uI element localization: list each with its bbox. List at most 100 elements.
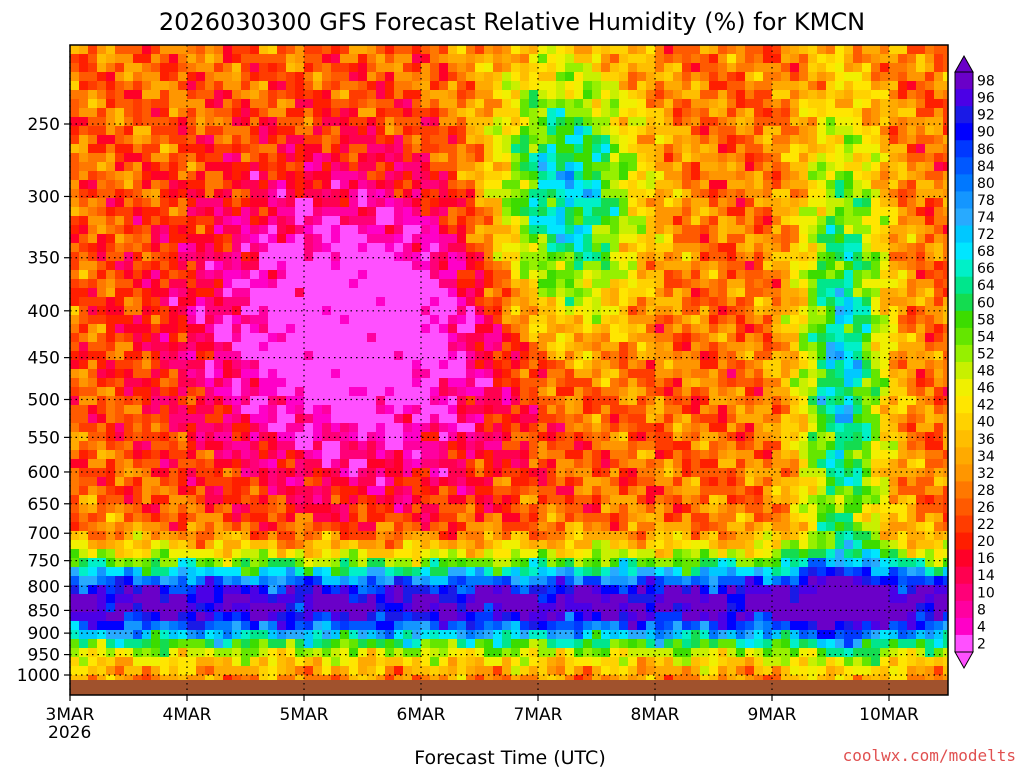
- heatmap-cell: [412, 162, 422, 172]
- heatmap-cell: [736, 405, 746, 415]
- heatmap-cell: [169, 108, 179, 118]
- heatmap-cell: [799, 486, 809, 496]
- heatmap-cell: [565, 459, 575, 469]
- heatmap-cell: [772, 171, 782, 181]
- heatmap-cell: [151, 315, 161, 325]
- heatmap-cell: [268, 45, 278, 55]
- heatmap-cell: [664, 261, 674, 271]
- heatmap-cell: [97, 360, 107, 370]
- heatmap-cell: [295, 189, 305, 199]
- heatmap-cell: [610, 279, 620, 289]
- heatmap-cell: [889, 495, 899, 505]
- heatmap-cell: [835, 324, 845, 334]
- heatmap-cell: [106, 153, 116, 163]
- heatmap-cell: [502, 216, 512, 226]
- heatmap-cell: [745, 486, 755, 496]
- heatmap-cell: [88, 90, 98, 100]
- heatmap-cell: [484, 396, 494, 406]
- heatmap-cell: [745, 405, 755, 415]
- heatmap-cell: [853, 405, 863, 415]
- heatmap-cell: [736, 99, 746, 109]
- heatmap-cell: [682, 126, 692, 136]
- heatmap-cell: [700, 90, 710, 100]
- heatmap-cell: [124, 216, 134, 226]
- heatmap-cell: [763, 288, 773, 298]
- heatmap-cell: [223, 162, 233, 172]
- heatmap-cell: [169, 342, 179, 352]
- heatmap-cell: [511, 441, 521, 451]
- heatmap-cell: [349, 477, 359, 487]
- heatmap-cell: [862, 477, 872, 487]
- heatmap-cell: [349, 486, 359, 496]
- heatmap-cell: [142, 270, 152, 280]
- heatmap-cell: [97, 369, 107, 379]
- heatmap-cell: [160, 207, 170, 217]
- heatmap-cell: [583, 297, 593, 307]
- heatmap-cell: [268, 387, 278, 397]
- heatmap-cell: [250, 324, 260, 334]
- heatmap-cell: [277, 90, 287, 100]
- heatmap-cell: [412, 486, 422, 496]
- heatmap-cell: [907, 216, 917, 226]
- heatmap-cell: [628, 270, 638, 280]
- heatmap-cell: [232, 423, 242, 433]
- heatmap-cell: [943, 324, 949, 334]
- heatmap-cell: [628, 477, 638, 487]
- heatmap-cell: [322, 486, 332, 496]
- heatmap-cell: [871, 180, 881, 190]
- heatmap-cell: [889, 63, 899, 73]
- heatmap-cell: [88, 297, 98, 307]
- heatmap-cell: [574, 108, 584, 118]
- heatmap-cell: [745, 198, 755, 208]
- heatmap-cell: [412, 270, 422, 280]
- heatmap-cell: [529, 495, 539, 505]
- heatmap-cell: [448, 144, 458, 154]
- heatmap-cell: [745, 261, 755, 271]
- heatmap-cell: [439, 117, 449, 127]
- heatmap-cell: [313, 90, 323, 100]
- heatmap-cell: [331, 405, 341, 415]
- heatmap-cell: [421, 306, 431, 316]
- heatmap-cell: [547, 252, 557, 262]
- heatmap-cell: [898, 279, 908, 289]
- heatmap-cell: [583, 171, 593, 181]
- heatmap-cell: [484, 486, 494, 496]
- heatmap-cell: [709, 378, 719, 388]
- heatmap-cell: [493, 153, 503, 163]
- heatmap-cell: [70, 135, 80, 145]
- heatmap-cell: [943, 180, 949, 190]
- heatmap-cell: [241, 99, 251, 109]
- heatmap-cell: [106, 459, 116, 469]
- heatmap-cell: [637, 144, 647, 154]
- heatmap-cell: [619, 342, 629, 352]
- heatmap-cell: [268, 333, 278, 343]
- heatmap-cell: [727, 288, 737, 298]
- heatmap-cell: [313, 468, 323, 478]
- heatmap-cell: [151, 396, 161, 406]
- heatmap-cell: [142, 189, 152, 199]
- heatmap-cell: [268, 288, 278, 298]
- heatmap-cell: [268, 198, 278, 208]
- heatmap-cell: [763, 225, 773, 235]
- heatmap-cell: [709, 414, 719, 424]
- heatmap-cell: [862, 225, 872, 235]
- heatmap-cell: [232, 405, 242, 415]
- heatmap-cell: [142, 486, 152, 496]
- heatmap-cell: [673, 207, 683, 217]
- heatmap-cell: [745, 477, 755, 487]
- heatmap-cell: [520, 207, 530, 217]
- heatmap-cell: [187, 369, 197, 379]
- heatmap-cell: [673, 279, 683, 289]
- heatmap-cell: [583, 153, 593, 163]
- heatmap-cell: [349, 135, 359, 145]
- heatmap-cell: [655, 324, 665, 334]
- heatmap-cell: [403, 144, 413, 154]
- heatmap-cell: [907, 477, 917, 487]
- heatmap-cell: [403, 81, 413, 91]
- heatmap-cell: [799, 414, 809, 424]
- heatmap-cell: [889, 423, 899, 433]
- heatmap-cell: [295, 261, 305, 271]
- heatmap-cell: [736, 63, 746, 73]
- heatmap-cell: [160, 369, 170, 379]
- heatmap-cell: [520, 171, 530, 181]
